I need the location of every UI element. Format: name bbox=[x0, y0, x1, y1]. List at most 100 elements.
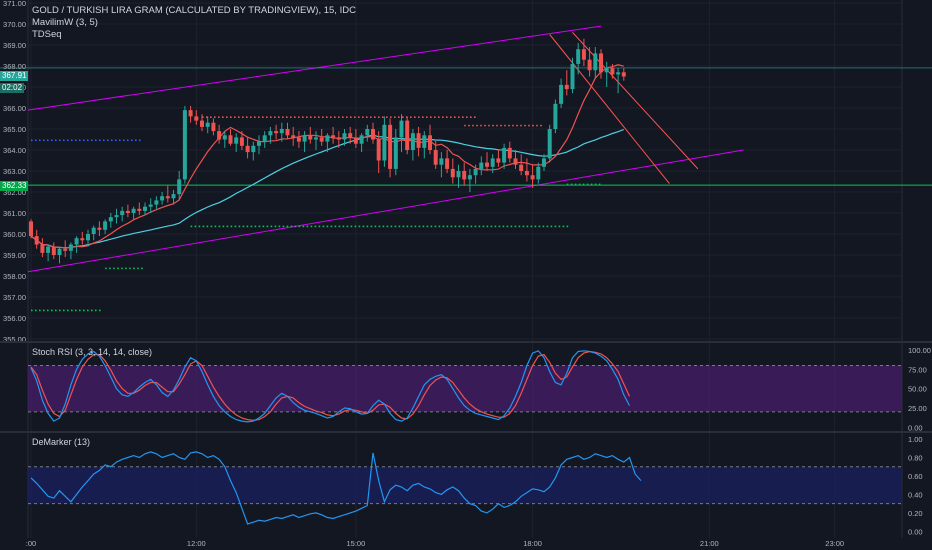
td-resistance-dots bbox=[326, 116, 328, 118]
td-support-dots bbox=[121, 267, 123, 270]
td-resistance-dots bbox=[504, 124, 506, 127]
x-tick-label: 21:00 bbox=[700, 539, 719, 548]
td-resistance-dots bbox=[362, 116, 364, 118]
price-axis-label: 366.00 bbox=[3, 104, 26, 113]
td-resistance-dots bbox=[508, 124, 510, 127]
td-support-dots bbox=[510, 225, 513, 228]
td-support-dots bbox=[442, 225, 445, 228]
td-resistance-dots bbox=[67, 139, 69, 142]
td-support-dots bbox=[402, 225, 405, 228]
candle-body bbox=[353, 137, 358, 144]
td-resistance-dots bbox=[402, 116, 404, 118]
td-support-dots bbox=[446, 225, 449, 228]
td-support-dots bbox=[434, 225, 437, 228]
td-support-dots bbox=[79, 309, 81, 312]
candle-body bbox=[325, 135, 330, 142]
td-support-dots bbox=[374, 225, 377, 228]
td-resistance-dots bbox=[123, 139, 125, 142]
candle-body bbox=[416, 133, 421, 148]
td-support-dots bbox=[254, 225, 257, 228]
candle-body bbox=[222, 135, 227, 140]
td-support-dots bbox=[137, 267, 139, 270]
candle-body bbox=[467, 175, 472, 180]
td-support-dots bbox=[582, 183, 585, 186]
td-resistance-dots bbox=[422, 116, 424, 118]
candle-body bbox=[148, 204, 153, 207]
td-support-dots bbox=[55, 309, 57, 312]
td-resistance-dots bbox=[59, 139, 61, 142]
td-resistance-dots bbox=[466, 116, 468, 118]
price-axis-label: 360.00 bbox=[3, 230, 26, 239]
td-resistance-dots bbox=[306, 116, 308, 118]
td-support-dots bbox=[458, 225, 461, 228]
td-support-dots bbox=[462, 225, 465, 228]
td-support-dots bbox=[410, 225, 413, 228]
td-resistance-dots bbox=[330, 116, 332, 118]
td-resistance-dots bbox=[354, 116, 356, 118]
candle-body bbox=[485, 162, 489, 167]
td-support-dots bbox=[514, 225, 517, 228]
td-support-dots bbox=[450, 225, 453, 228]
td-resistance-dots bbox=[115, 139, 117, 142]
td-resistance-dots bbox=[374, 116, 376, 118]
candle-body bbox=[171, 194, 176, 199]
td-resistance-dots bbox=[536, 124, 538, 127]
td-resistance-dots bbox=[218, 116, 220, 118]
td-support-dots bbox=[566, 183, 569, 186]
descending-channel-lower bbox=[549, 34, 670, 184]
td-resistance-dots bbox=[450, 116, 452, 118]
td-resistance-dots bbox=[282, 116, 284, 118]
td-support-dots bbox=[586, 183, 589, 186]
candle-body bbox=[610, 68, 615, 75]
candle-body bbox=[302, 135, 307, 142]
td-resistance-dots bbox=[484, 124, 486, 127]
td-support-dots bbox=[526, 225, 529, 228]
td-support-dots bbox=[322, 225, 325, 228]
candle-body bbox=[108, 217, 113, 222]
candle-body bbox=[194, 116, 199, 121]
td-resistance-dots bbox=[394, 116, 396, 118]
td-resistance-dots bbox=[95, 139, 97, 142]
td-support-dots bbox=[190, 225, 193, 228]
td-support-dots bbox=[370, 225, 373, 228]
td-support-dots bbox=[310, 225, 313, 228]
td-resistance-dots bbox=[454, 116, 456, 118]
candle-body bbox=[205, 122, 210, 127]
td-support-dots bbox=[534, 225, 537, 228]
candle-body bbox=[80, 238, 85, 241]
price-axis-label: 356.00 bbox=[3, 314, 26, 323]
td-support-dots bbox=[554, 225, 557, 228]
candle-body bbox=[479, 162, 484, 169]
td-support-dots bbox=[590, 183, 593, 186]
demarker-axis-label: 1.00 bbox=[908, 435, 923, 444]
price-axis-label: 369.00 bbox=[3, 41, 26, 50]
candle-body bbox=[547, 129, 552, 159]
candle-body bbox=[371, 129, 375, 140]
td-resistance-dots bbox=[446, 116, 448, 118]
td-support-dots bbox=[522, 225, 525, 228]
candle-body bbox=[257, 141, 261, 146]
candle-body bbox=[376, 139, 381, 161]
td-support-dots bbox=[218, 225, 221, 228]
demarker-title: DeMarker (13) bbox=[32, 437, 91, 447]
candle-body bbox=[86, 234, 90, 241]
candle-body bbox=[490, 158, 495, 167]
td-support-dots bbox=[250, 225, 253, 228]
candle-body bbox=[137, 208, 142, 211]
td-resistance-dots bbox=[47, 139, 49, 142]
td-support-dots bbox=[59, 309, 61, 312]
candle-body bbox=[57, 248, 62, 255]
candle-body bbox=[63, 248, 68, 251]
td-resistance-dots bbox=[480, 124, 482, 127]
candle-body bbox=[570, 63, 575, 90]
candle-body bbox=[542, 158, 546, 167]
td-support-dots bbox=[486, 225, 489, 228]
candle-body bbox=[165, 196, 170, 199]
candle-body bbox=[428, 135, 432, 150]
td-support-dots bbox=[210, 225, 213, 228]
td-support-dots bbox=[566, 225, 569, 228]
td-resistance-dots bbox=[234, 116, 236, 118]
td-support-dots bbox=[306, 225, 309, 228]
stoch-axis-label: 50.00 bbox=[908, 385, 927, 394]
